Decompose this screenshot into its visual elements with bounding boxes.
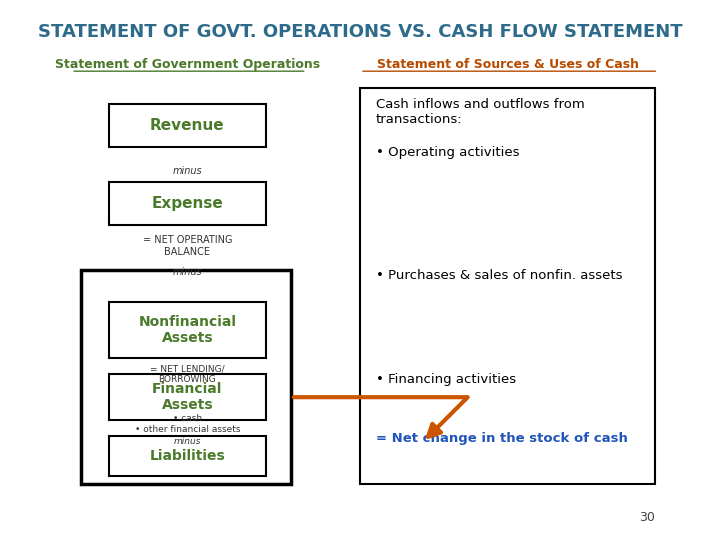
Text: Revenue: Revenue — [150, 118, 225, 133]
Text: Nonfinancial
Assets: Nonfinancial Assets — [138, 315, 236, 345]
Text: minus: minus — [173, 166, 202, 176]
Bar — [109, 104, 266, 147]
Bar — [109, 182, 266, 225]
Text: Liabilities: Liabilities — [150, 449, 225, 463]
Text: • Financing activities: • Financing activities — [376, 373, 516, 386]
Text: • Operating activities: • Operating activities — [376, 146, 519, 159]
Text: Statement of Government Operations: Statement of Government Operations — [55, 58, 320, 71]
Text: Cash inflows and outflows from
transactions:: Cash inflows and outflows from transacti… — [376, 98, 585, 126]
Text: = NET OPERATING
BALANCE: = NET OPERATING BALANCE — [143, 235, 232, 256]
Text: Financial
Assets: Financial Assets — [152, 382, 222, 412]
Text: • cash
• other financial assets: • cash • other financial assets — [135, 414, 240, 434]
Text: 30: 30 — [639, 511, 655, 524]
Bar — [109, 302, 266, 358]
Text: = Net change in the stock of cash: = Net change in the stock of cash — [376, 432, 628, 445]
Bar — [81, 270, 291, 484]
Text: minus: minus — [173, 267, 202, 276]
Text: = NET LENDING/
BORROWING: = NET LENDING/ BORROWING — [150, 364, 225, 384]
Bar — [109, 374, 266, 420]
Text: STATEMENT OF GOVT. OPERATIONS VS. CASH FLOW STATEMENT: STATEMENT OF GOVT. OPERATIONS VS. CASH F… — [37, 23, 683, 41]
Text: Statement of Sources & Uses of Cash: Statement of Sources & Uses of Cash — [377, 58, 639, 71]
Text: minus: minus — [174, 436, 201, 446]
Bar — [109, 436, 266, 476]
Bar — [360, 88, 655, 484]
Text: • Purchases & sales of nonfin. assets: • Purchases & sales of nonfin. assets — [376, 269, 622, 282]
Text: Expense: Expense — [151, 195, 223, 211]
